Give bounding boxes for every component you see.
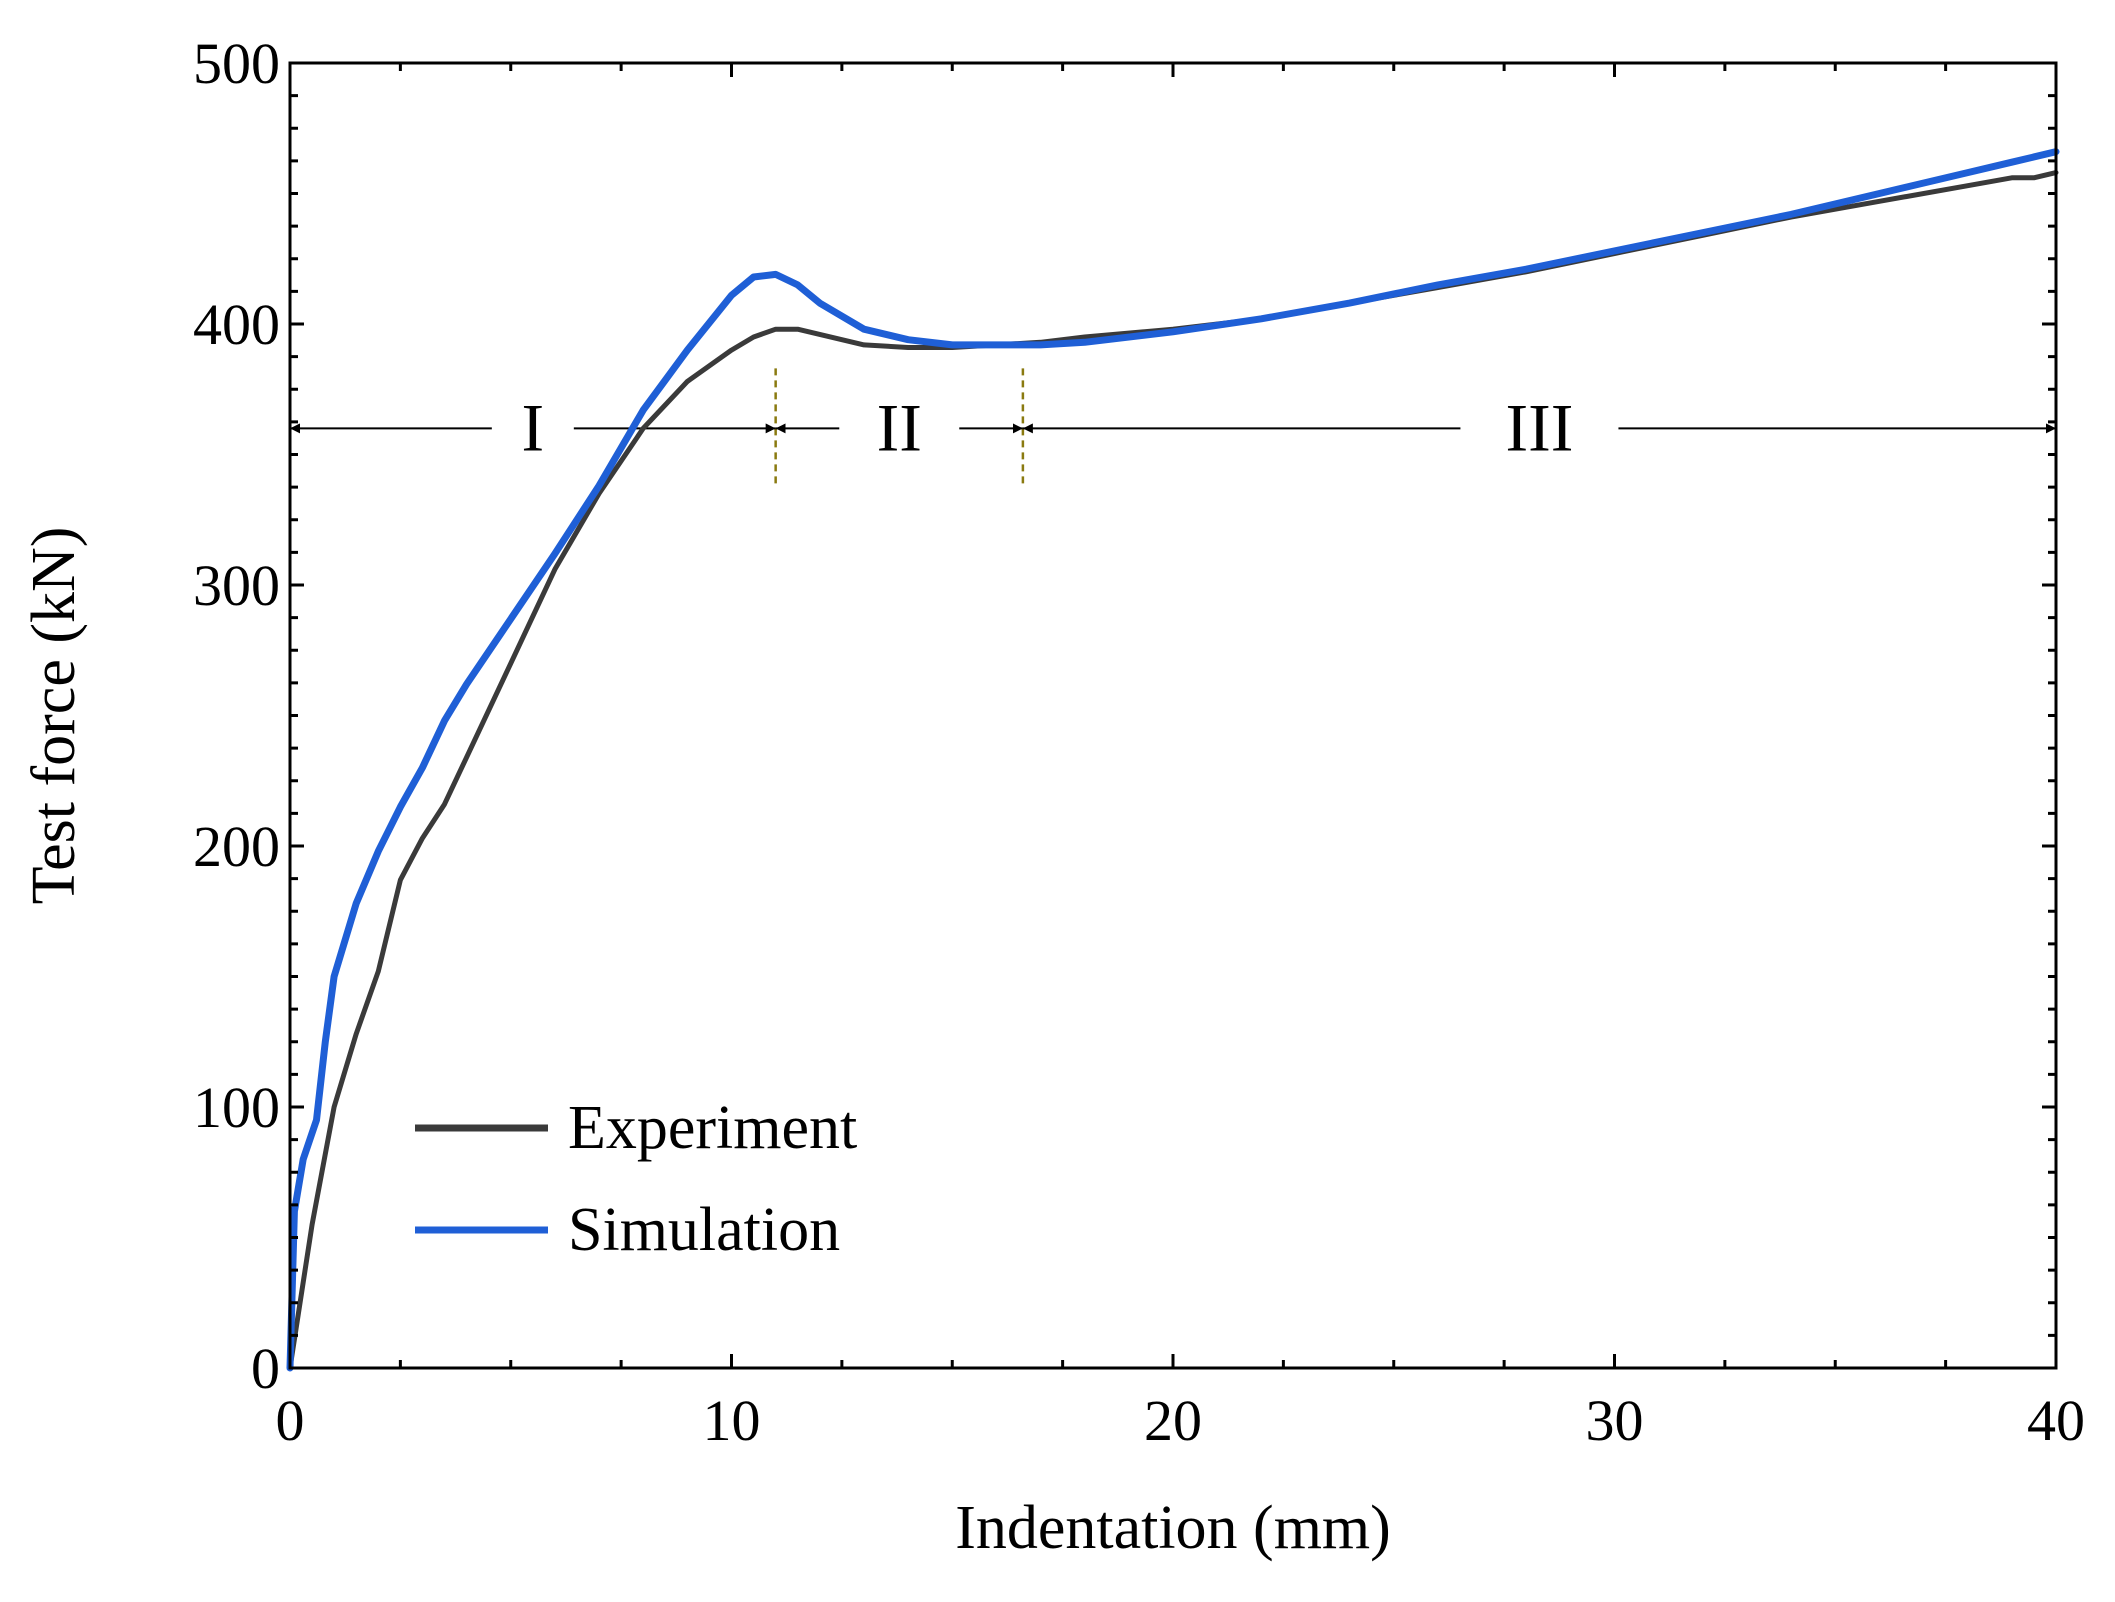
y-tick-label: 400 [193,292,280,357]
y-tick-label: 0 [251,1336,280,1401]
ticks-layer [288,61,2058,1370]
series-layer [286,148,2060,1372]
y-tick-label: 100 [193,1075,280,1140]
x-tick-label: 20 [1144,1388,1202,1453]
x-tick-label: 40 [2027,1388,2085,1453]
x-axis-title: Indentation (mm) [955,1494,1391,1562]
x-tick-label: 0 [276,1388,305,1453]
y-axis-title: Test force (kN) [20,527,88,905]
series-line-experiment [287,170,2059,1371]
x-tick-label: 10 [703,1388,761,1453]
legend: Experiment Simulation [415,1094,857,1264]
legend-label-experiment: Experiment [568,1094,857,1162]
series-line-simulation [286,148,2060,1372]
region-i-label: I [521,389,544,465]
region-ii-label: II [877,389,922,465]
legend-label-simulation: Simulation [568,1196,840,1264]
y-tick-label: 300 [193,553,280,618]
y-tick-label: 200 [193,814,280,879]
labels-layer: Indentation (mm) Test force (kN) 0 10 20 30… [20,31,2085,1562]
plot-frame [288,61,2058,1370]
regions-layer: I II III [290,368,2056,489]
y-tick-label: 500 [193,31,280,96]
x-tick-label: 30 [1586,1388,1644,1453]
region-iii-label: III [1505,389,1573,465]
